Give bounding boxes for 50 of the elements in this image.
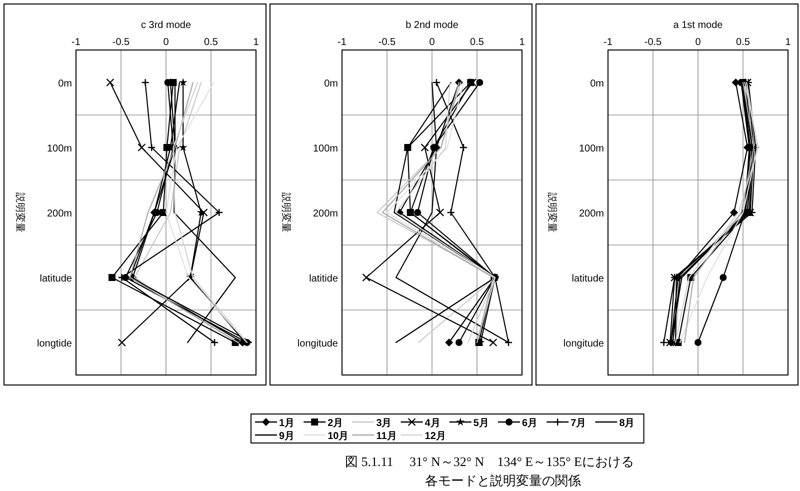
y-tick-label: latitide (309, 274, 338, 284)
legend-label: 6月 (522, 418, 538, 429)
x-tick-label: -0.5 (112, 37, 130, 48)
chart-title: a 1st mode (673, 20, 724, 31)
x-tick-label: 0.5 (204, 37, 218, 48)
legend-label: 2月 (328, 418, 344, 429)
x-tick-label: -1 (604, 37, 613, 48)
text: 各モードと説明変量の関係 (425, 473, 581, 488)
legend-label: 10月 (328, 431, 349, 442)
chart-title: c 3rd mode (140, 20, 192, 31)
y-tick-label: longitude (297, 338, 338, 350)
x-tick-label: 1 (253, 37, 260, 48)
legend-label: 4月 (424, 418, 440, 429)
y-tick-label: 0m (590, 78, 604, 90)
x-tick-label: 0 (695, 37, 702, 48)
legend-label: 5月 (473, 418, 489, 429)
x-tick-label: -0.5 (378, 37, 396, 48)
legend-label: 12月 (424, 431, 446, 442)
y-tick-label: 100m (46, 144, 72, 154)
x-tick-label: -0.5 (644, 37, 662, 48)
x-tick-label: 0 (429, 37, 436, 48)
legend-label: 7月 (570, 418, 586, 429)
x-tick-label: 1 (785, 37, 792, 48)
caption: 図 5.1.11 31° N～32° N 134° E～135° Eにおける (345, 454, 634, 469)
legend-label: 11月 (376, 431, 397, 442)
legend-label: 9月 (279, 431, 295, 442)
legend-label: 3月 (376, 418, 392, 429)
x-tick-label: -1 (338, 37, 347, 48)
legend-label: 1月 (279, 418, 295, 429)
y-tick-label: 200m (312, 208, 338, 220)
y-tick-label: 200m (46, 208, 72, 220)
y-tick-label: longitude (563, 338, 604, 350)
y-tick-label: longtide (36, 338, 72, 350)
y-tick-label: 100m (312, 144, 338, 154)
y-tick-label: 100m (578, 144, 604, 154)
x-tick-label: -1 (72, 37, 81, 48)
y-axis-title: 説明変量 (14, 192, 26, 232)
y-tick-label: latitude (572, 274, 604, 284)
y-tick-label: 0m (324, 78, 338, 90)
y-tick-label: 0m (58, 78, 72, 90)
x-tick-label: 0 (163, 37, 170, 48)
y-axis-title: 説明変量 (280, 192, 292, 232)
legend-label: 8月 (619, 418, 635, 429)
x-tick-label: 0.5 (736, 37, 750, 48)
x-tick-label: 1 (519, 37, 526, 48)
y-axis-title: 説明変量 (546, 192, 558, 232)
x-tick-label: 0.5 (470, 37, 484, 48)
y-tick-label: latitude (40, 274, 72, 284)
chart-title: b 2nd mode (406, 20, 459, 31)
y-tick-label: 200m (578, 208, 604, 220)
